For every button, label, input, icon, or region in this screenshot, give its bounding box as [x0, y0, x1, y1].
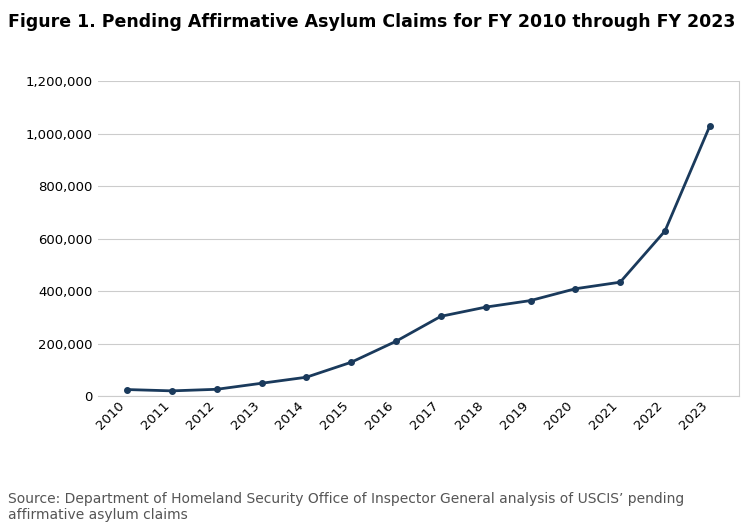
Text: Source: Department of Homeland Security Office of Inspector General analysis of : Source: Department of Homeland Security … [8, 492, 684, 522]
Text: Figure 1. Pending Affirmative Asylum Claims for FY 2010 through FY 2023: Figure 1. Pending Affirmative Asylum Cla… [8, 13, 735, 31]
